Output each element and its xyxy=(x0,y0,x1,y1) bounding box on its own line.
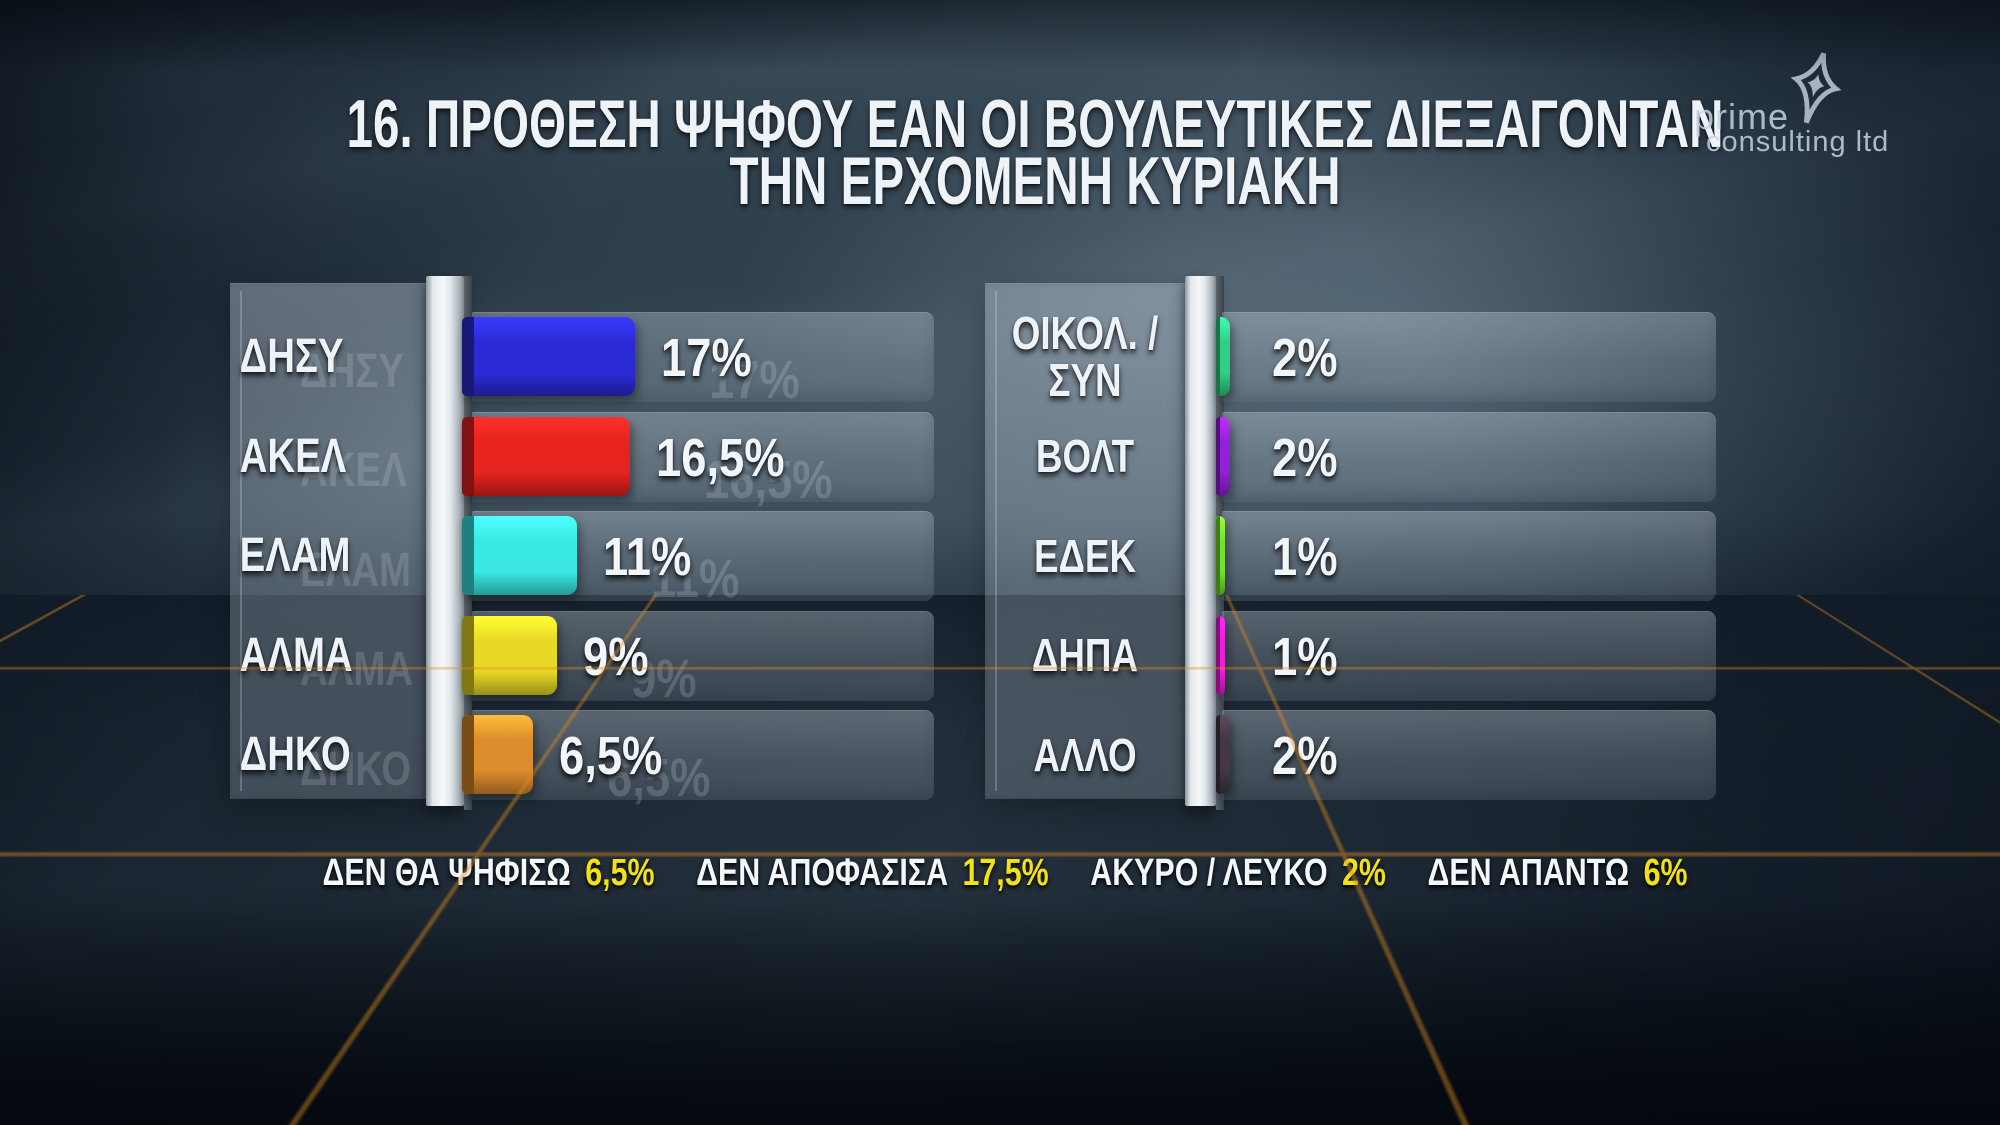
party-label: ΕΔΕΚ xyxy=(985,511,1185,601)
party-label: ΑΛΛΟ xyxy=(985,710,1185,800)
bar-side-face xyxy=(1216,715,1220,794)
party-label: ΑΚΕΛ ΑΚΕΛ xyxy=(230,412,426,502)
party-label-text: ΒΟΛΤ xyxy=(1035,430,1135,482)
party-label: ΔΗΠΑ xyxy=(985,611,1185,701)
party-label: ΟΙΚΟΛ. / ΣΥΝ xyxy=(985,307,1185,406)
party-label: ΕΛΑΜ ΕΛΑΜ xyxy=(230,511,426,601)
bar-side-face xyxy=(1216,416,1220,496)
stat-value: 6% xyxy=(1643,852,1688,894)
party-bar xyxy=(1216,516,1225,595)
party-bar xyxy=(1216,416,1230,496)
party-label-text: ΔΗΠΑ xyxy=(1031,629,1139,681)
stat-item: ΔΕΝ ΑΠΑΝΤΩ 6% xyxy=(1428,852,1688,895)
party-bar xyxy=(1216,317,1230,396)
stat-label: ΔΕΝ ΑΠΑΝΤΩ xyxy=(1427,852,1630,894)
party-bar xyxy=(1216,615,1225,695)
stat-value: 2% xyxy=(1342,852,1386,894)
axis-pillar xyxy=(1185,276,1224,810)
stat-value: 6,5% xyxy=(585,852,655,894)
party-label-ghost: ΔΗΣΥ xyxy=(300,344,404,398)
party-label: ΑΛΜΑ ΑΛΜΑ xyxy=(230,611,426,701)
party-label-text: ΑΛΛΟ xyxy=(1033,728,1137,781)
party-label-ghost: ΑΚΕΛ xyxy=(300,444,407,497)
party-label: ΔΗΣΥ ΔΗΣΥ xyxy=(230,312,426,402)
value-label: 2% xyxy=(1272,328,1338,388)
party-label-ghost: ΑΛΜΑ xyxy=(300,643,414,696)
stat-value: 17,5% xyxy=(962,852,1049,894)
party-label-text: ΟΙΚΟΛ. / ΣΥΝ xyxy=(1011,307,1159,406)
brand-logo: prime consulting ltd xyxy=(1686,50,1976,165)
stat-label: ΑΚΥΡΟ / ΛΕΥΚΟ xyxy=(1090,852,1328,894)
value-label: 2% xyxy=(1272,427,1338,488)
stat-item: ΔΕΝ ΑΠΟΦΑΣΙΣΑ 17,5% xyxy=(696,852,1049,895)
value-label: 9% xyxy=(583,626,649,687)
party-bar xyxy=(1216,715,1230,794)
party-label-text: ΕΔΕΚ xyxy=(1033,529,1137,582)
value-label: 11% xyxy=(603,527,692,587)
chart-row: 2% xyxy=(1216,710,1716,800)
bar-side-face xyxy=(1216,615,1220,695)
value-label: 17% xyxy=(661,328,752,388)
stat-label: ΔΕΝ ΑΠΟΦΑΣΙΣΑ xyxy=(696,852,949,894)
chart-row: 1% xyxy=(1216,511,1716,601)
footer-stats: ΔΕΝ ΘΑ ΨΗΦΙΣΩ 6,5% ΔΕΝ ΑΠΟΦΑΣΙΣΑ 17,5% ΑΚΥΡΟ… xyxy=(201,852,1809,895)
value-label: 2% xyxy=(1272,726,1338,786)
stat-item: ΔΕΝ ΘΑ ΨΗΦΙΣΩ 6,5% xyxy=(322,852,654,895)
value-label: 6,5% xyxy=(559,726,663,786)
title-line-2: ΤΗΝ ΕΡΧΟΜΕΝΗ ΚΥΡΙΑΚΗ xyxy=(729,143,1341,219)
party-label: ΒΟΛΤ xyxy=(985,412,1185,502)
stat-item: ΑΚΥΡΟ / ΛΕΥΚΟ 2% xyxy=(1090,852,1386,895)
value-label: 16,5% xyxy=(656,427,785,488)
charts-area: 17% 17% ΔΗΣΥ ΔΗΣΥ 16,5% 16,5% ΑΚΕΛ ΑΚΕΛ 11% 11% ΕΛ… xyxy=(0,270,2000,810)
stat-label: ΔΕΝ ΘΑ ΨΗΦΙΣΩ xyxy=(322,852,571,894)
bar-side-face xyxy=(1216,516,1220,595)
value-label: 1% xyxy=(1272,626,1338,687)
bar-side-face xyxy=(1216,317,1220,396)
party-label-ghost: ΕΛΑΜ xyxy=(300,543,411,597)
logo-text-consulting: consulting ltd xyxy=(1706,126,1890,158)
party-label-ghost: ΔΗΚΟ xyxy=(300,742,412,796)
value-label: 1% xyxy=(1272,527,1338,587)
four-point-star-icon xyxy=(1790,52,1842,124)
chart-row: 2% xyxy=(1216,312,1716,402)
chart-row: 2% xyxy=(1216,411,1716,502)
party-label: ΔΗΚΟ ΔΗΚΟ xyxy=(230,710,426,800)
chart-row: 1% xyxy=(1216,610,1716,701)
